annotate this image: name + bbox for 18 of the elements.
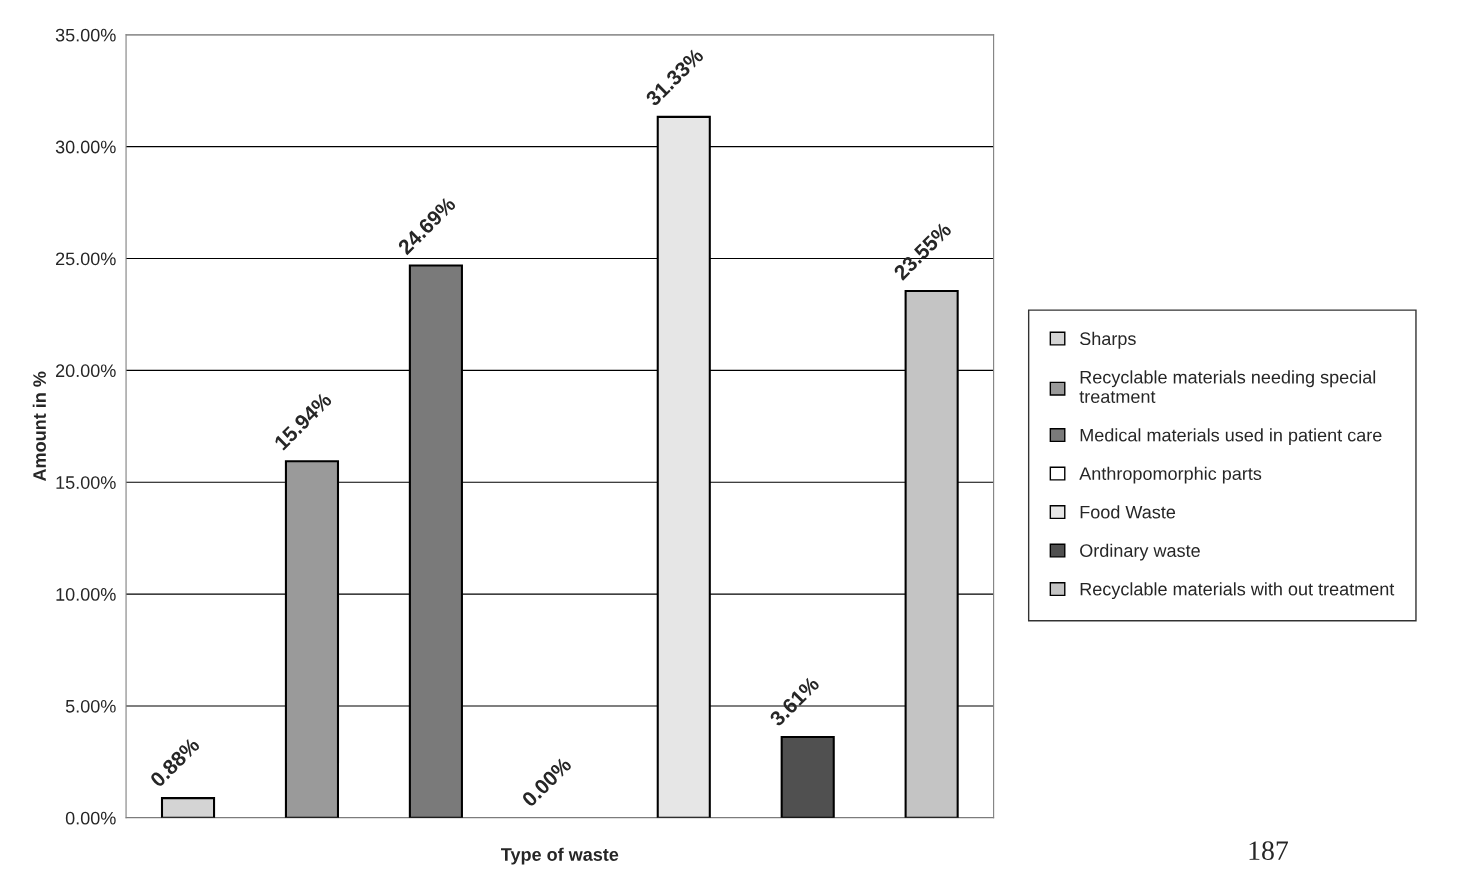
legend-label: Recyclable materials needing special treatment xyxy=(1079,370,1376,404)
y-axis-title: Amount in % xyxy=(32,371,46,482)
text: 187 xyxy=(1249,841,1288,861)
y-tick-label: 35.00% xyxy=(55,28,116,42)
y-tick-label: 30.00% xyxy=(55,140,116,154)
legend-label: Sharps xyxy=(1080,331,1136,349)
x-axis-title: Type of waste xyxy=(501,847,619,865)
y-tick-label: 0.00% xyxy=(65,811,116,825)
y-tick-label: 25.00% xyxy=(56,252,116,266)
legend-label: Recyclable materials with out treatment xyxy=(1080,582,1395,600)
y-tick-label: 5.00% xyxy=(65,699,116,713)
legend-label: Food Waste xyxy=(1080,505,1176,519)
legend-label: Anthropomorphic parts xyxy=(1079,466,1262,484)
legend-label: Ordinary waste xyxy=(1080,543,1200,561)
y-tick-label: 10.00% xyxy=(56,588,116,601)
y-tick-label: 15.00% xyxy=(56,476,116,489)
legend-label: Medical materials used in patient care xyxy=(1080,428,1382,446)
y-tick-label: 20.00% xyxy=(56,364,116,378)
